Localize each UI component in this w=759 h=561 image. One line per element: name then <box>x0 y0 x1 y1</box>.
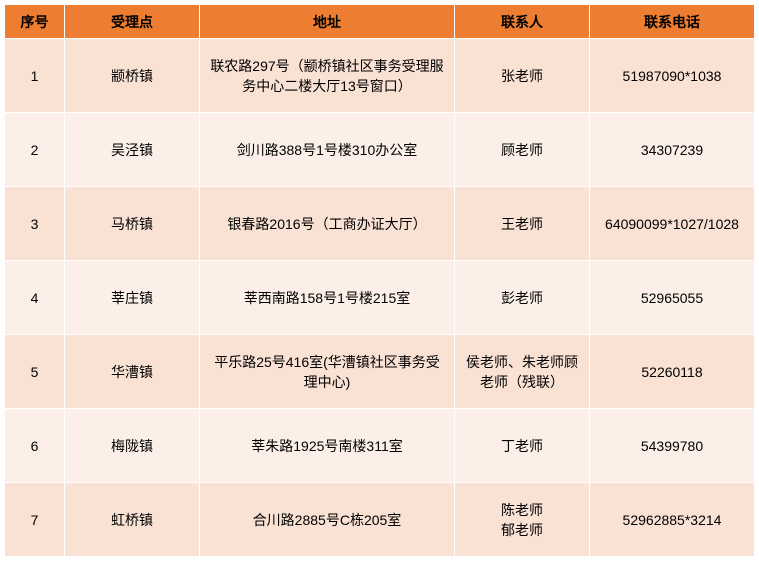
cell-0-1: 颛桥镇 <box>65 39 200 113</box>
cell-4-1: 华漕镇 <box>65 335 200 409</box>
cell-6-0: 7 <box>5 483 65 557</box>
cell-0-4: 51987090*1038 <box>590 39 755 113</box>
table-row: 3马桥镇银春路2016号（工商办证大厅）王老师64090099*1027/102… <box>5 187 755 261</box>
cell-1-2: 剑川路388号1号楼310办公室 <box>200 113 455 187</box>
table-row: 7虹桥镇合川路2885号C栋205室陈老师郁老师52962885*3214 <box>5 483 755 557</box>
cell-4-2: 平乐路25号416室(华漕镇社区事务受理中心) <box>200 335 455 409</box>
cell-2-1: 马桥镇 <box>65 187 200 261</box>
cell-2-3: 王老师 <box>455 187 590 261</box>
cell-2-2: 银春路2016号（工商办证大厅） <box>200 187 455 261</box>
cell-5-4: 54399780 <box>590 409 755 483</box>
cell-3-4: 52965055 <box>590 261 755 335</box>
cell-4-4: 52260118 <box>590 335 755 409</box>
cell-3-3: 彭老师 <box>455 261 590 335</box>
cell-6-3: 陈老师郁老师 <box>455 483 590 557</box>
cell-1-0: 2 <box>5 113 65 187</box>
cell-1-3: 顾老师 <box>455 113 590 187</box>
cell-3-2: 莘西南路158号1号楼215室 <box>200 261 455 335</box>
cell-2-4: 64090099*1027/1028 <box>590 187 755 261</box>
table-row: 6梅陇镇莘朱路1925号南楼311室丁老师54399780 <box>5 409 755 483</box>
cell-5-3: 丁老师 <box>455 409 590 483</box>
cell-1-4: 34307239 <box>590 113 755 187</box>
cell-5-0: 6 <box>5 409 65 483</box>
col-header-2: 地址 <box>200 5 455 39</box>
table-row: 5华漕镇平乐路25号416室(华漕镇社区事务受理中心)侯老师、朱老师顾老师（残联… <box>5 335 755 409</box>
col-header-0: 序号 <box>5 5 65 39</box>
cell-6-4: 52962885*3214 <box>590 483 755 557</box>
cell-4-0: 5 <box>5 335 65 409</box>
col-header-4: 联系电话 <box>590 5 755 39</box>
table-row: 4莘庄镇莘西南路158号1号楼215室彭老师52965055 <box>5 261 755 335</box>
cell-5-1: 梅陇镇 <box>65 409 200 483</box>
table-body: 1颛桥镇联农路297号（颛桥镇社区事务受理服务中心二楼大厅13号窗口）张老师51… <box>5 39 755 557</box>
cell-0-0: 1 <box>5 39 65 113</box>
cell-0-3: 张老师 <box>455 39 590 113</box>
cell-2-0: 3 <box>5 187 65 261</box>
col-header-3: 联系人 <box>455 5 590 39</box>
table-row: 2吴泾镇剑川路388号1号楼310办公室顾老师34307239 <box>5 113 755 187</box>
cell-4-3: 侯老师、朱老师顾老师（残联） <box>455 335 590 409</box>
service-points-table: 序号受理点地址联系人联系电话 1颛桥镇联农路297号（颛桥镇社区事务受理服务中心… <box>4 4 755 557</box>
cell-3-1: 莘庄镇 <box>65 261 200 335</box>
cell-5-2: 莘朱路1925号南楼311室 <box>200 409 455 483</box>
cell-6-2: 合川路2885号C栋205室 <box>200 483 455 557</box>
cell-1-1: 吴泾镇 <box>65 113 200 187</box>
col-header-1: 受理点 <box>65 5 200 39</box>
cell-6-1: 虹桥镇 <box>65 483 200 557</box>
table-row: 1颛桥镇联农路297号（颛桥镇社区事务受理服务中心二楼大厅13号窗口）张老师51… <box>5 39 755 113</box>
table-head: 序号受理点地址联系人联系电话 <box>5 5 755 39</box>
cell-0-2: 联农路297号（颛桥镇社区事务受理服务中心二楼大厅13号窗口） <box>200 39 455 113</box>
header-row: 序号受理点地址联系人联系电话 <box>5 5 755 39</box>
cell-3-0: 4 <box>5 261 65 335</box>
